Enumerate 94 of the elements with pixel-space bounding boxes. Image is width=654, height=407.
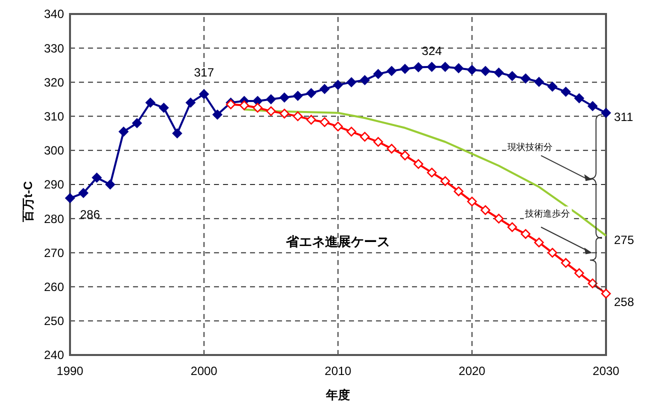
point: [494, 214, 504, 224]
annotation: 317: [194, 65, 214, 80]
point: [266, 94, 276, 104]
point: [292, 111, 303, 122]
point: [467, 65, 477, 75]
point: [414, 159, 424, 169]
point: [548, 248, 558, 258]
annotation: 技術進歩分: [524, 208, 570, 219]
point: [266, 106, 276, 116]
y-tick-label: 320: [44, 75, 64, 90]
point: [280, 108, 290, 118]
x-tick-label: 2010: [324, 364, 352, 378]
point: [507, 222, 518, 232]
y-tick-label: 300: [44, 144, 64, 158]
annotation: 258: [614, 294, 634, 309]
point: [346, 126, 356, 136]
point: [494, 68, 504, 78]
point: [92, 172, 102, 183]
point: [78, 188, 88, 198]
point: [280, 92, 290, 102]
point: [320, 84, 330, 94]
point: [601, 288, 611, 298]
point: [292, 90, 303, 101]
annotation: 現状技術分: [507, 142, 552, 152]
point: [346, 77, 356, 88]
y-tick-label: 340: [44, 7, 64, 22]
point: [360, 75, 370, 86]
point: [252, 96, 262, 106]
point: [534, 238, 544, 248]
point: [440, 176, 450, 186]
point: [386, 144, 396, 154]
point: [132, 118, 142, 128]
annotation: 324: [422, 44, 442, 58]
point: [158, 102, 169, 113]
point: [560, 258, 571, 268]
point: [239, 100, 250, 110]
point: [520, 74, 530, 84]
point: [373, 137, 384, 147]
point: [601, 108, 611, 118]
point: [548, 82, 558, 92]
point: [373, 69, 384, 79]
point: [454, 186, 464, 196]
annotation: 286: [80, 207, 100, 222]
point: [105, 180, 116, 190]
point: [118, 126, 128, 136]
point: [588, 101, 598, 111]
point: [507, 71, 518, 81]
y-tick-label: 280: [44, 212, 64, 226]
point: [588, 278, 598, 288]
point: [426, 62, 437, 72]
y-axis-title: 百万t-C: [21, 180, 35, 223]
y-tick-label: 310: [44, 110, 64, 124]
point: [172, 128, 182, 138]
point: [306, 88, 316, 98]
point: [360, 132, 370, 142]
point: [534, 77, 544, 87]
point: [467, 196, 477, 206]
point: [520, 229, 530, 239]
point: [252, 102, 262, 113]
x-tick-label: 2000: [190, 364, 218, 378]
point: [400, 64, 410, 74]
x-tick-label: 2030: [592, 364, 620, 378]
point: [574, 93, 584, 104]
point: [426, 168, 437, 178]
point: [320, 117, 330, 127]
point: [386, 66, 396, 76]
point: [212, 110, 222, 120]
text: 省エネ進展ケース: [285, 234, 390, 249]
point: [440, 62, 450, 72]
annotation: 275: [614, 232, 634, 247]
point: [560, 86, 571, 97]
x-tick-label: 1990: [56, 364, 84, 378]
point: [186, 98, 196, 108]
point: [480, 205, 490, 215]
x-axis-title: 年度: [325, 388, 350, 402]
point: [574, 268, 584, 278]
point: [333, 80, 343, 90]
y-tick-label: 260: [44, 280, 64, 294]
point: [400, 150, 410, 160]
annotation: 311: [614, 110, 634, 124]
point: [414, 62, 424, 72]
point: [65, 193, 75, 203]
y-tick-label: 250: [44, 314, 64, 328]
y-tick-label: 240: [44, 348, 64, 362]
point: [480, 66, 490, 76]
y-tick-label: 290: [44, 178, 64, 192]
point: [146, 98, 156, 108]
y-tick-label: 270: [44, 246, 64, 260]
point: [306, 114, 316, 125]
point: [454, 63, 464, 74]
point: [333, 122, 343, 132]
y-tick-label: 330: [44, 41, 64, 56]
x-tick-label: 2020: [458, 364, 486, 378]
point: [199, 89, 209, 99]
